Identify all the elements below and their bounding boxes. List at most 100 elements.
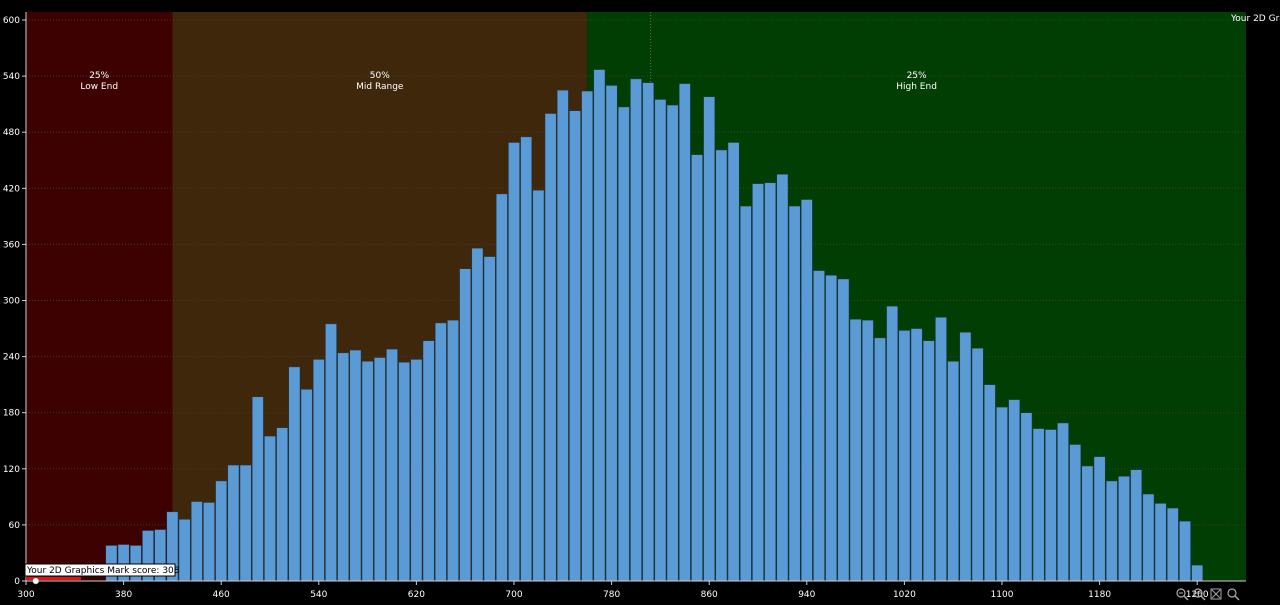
y-tick-label: 120: [3, 465, 20, 475]
histogram-bar: [1081, 465, 1094, 582]
score-label-box: [24, 563, 176, 577]
fit-to-window-icon[interactable]: [1210, 588, 1222, 600]
histogram-bar: [642, 82, 655, 582]
histogram-bar: [1105, 480, 1118, 582]
histogram-bar: [483, 256, 496, 582]
histogram-bar: [678, 83, 691, 582]
histogram-bar: [471, 247, 484, 582]
histogram-bar: [190, 501, 203, 582]
histogram-bar: [434, 322, 447, 582]
histogram-bar: [630, 78, 642, 582]
histogram-bar: [312, 359, 325, 582]
histogram-bar: [1020, 412, 1033, 582]
y-tick-label: 480: [3, 128, 20, 138]
histogram-bar: [300, 389, 313, 582]
histogram-bar: [1118, 476, 1130, 582]
band-percent-label: 50%: [370, 71, 390, 81]
band-name-label: Low End: [80, 82, 118, 92]
histogram-bar: [935, 317, 947, 582]
histogram-bar: [617, 106, 630, 582]
histogram-bar: [447, 319, 459, 582]
y-tick-label: 0: [14, 577, 20, 587]
band-name-label: Mid Range: [356, 82, 404, 92]
histogram-bar: [715, 149, 728, 582]
x-tick-label: 700: [505, 590, 522, 600]
histogram-bar: [1008, 399, 1021, 582]
x-tick-label: 860: [701, 590, 718, 600]
zoom-reset-icon[interactable]: [1227, 588, 1240, 601]
band-low-end: [26, 12, 173, 581]
score-marker-dot: [32, 577, 40, 585]
histogram-bar: [288, 366, 301, 582]
histogram-bar: [178, 519, 191, 582]
histogram-bar: [1093, 456, 1106, 582]
y-tick-label: 540: [3, 72, 20, 82]
histogram-bar: [422, 340, 435, 582]
histogram-bar: [337, 352, 350, 582]
band-percent-label: 25%: [89, 71, 109, 81]
x-tick-label: 940: [798, 590, 815, 600]
histogram-bar: [495, 193, 508, 582]
histogram-bar: [581, 90, 594, 582]
histogram-bar: [251, 396, 264, 582]
histogram-bar: [1032, 428, 1045, 582]
histogram-bar: [910, 328, 923, 582]
x-tick-label: 1180: [1088, 590, 1111, 600]
histogram-bar: [276, 427, 289, 582]
histogram-bar: [605, 85, 618, 582]
score-bar: [26, 577, 81, 580]
histogram-bar: [691, 154, 703, 582]
histogram-bar: [983, 384, 996, 582]
x-tick-label: 460: [213, 590, 230, 600]
histogram-bar: [386, 348, 398, 582]
histogram-bar: [776, 174, 789, 582]
histogram-bar: [520, 136, 533, 582]
zoom-in-icon[interactable]: [1193, 588, 1206, 601]
histogram-bar: [764, 182, 777, 582]
histogram-bar: [1130, 469, 1143, 582]
histogram-bar: [349, 349, 362, 582]
histogram-bar: [752, 183, 764, 582]
y-tick-label: 240: [3, 353, 20, 363]
x-tick-label: 1020: [893, 590, 916, 600]
histogram-bar: [922, 340, 935, 582]
histogram-bar: [239, 464, 252, 582]
histogram-bar: [813, 270, 825, 582]
histogram-bar: [410, 359, 423, 582]
histogram-bar: [398, 361, 411, 582]
histogram-bar: [325, 323, 337, 582]
histogram-bar: [361, 361, 374, 582]
histogram-bar: [593, 69, 606, 582]
histogram-bar: [215, 480, 228, 582]
histogram-bar: [1057, 422, 1069, 582]
y-tick-label: 180: [3, 409, 20, 419]
histogram-bar: [739, 205, 752, 582]
histogram-bar: [1154, 503, 1167, 582]
y-tick-label: 360: [3, 240, 20, 250]
histogram-bar: [1142, 493, 1155, 582]
x-tick-label: 380: [115, 590, 132, 600]
x-tick-label: 300: [17, 590, 34, 600]
histogram-bar: [373, 357, 386, 582]
histogram-bar: [971, 347, 984, 582]
histogram-bar: [861, 319, 874, 582]
histogram-bar: [1044, 429, 1057, 582]
axes: 0 60 120 180 240 300 360 420 480 540 600 300 380 460 5…: [3, 12, 1246, 600]
histogram-bar: [703, 96, 716, 582]
x-tick-label: 620: [408, 590, 425, 600]
histogram-bar: [654, 99, 667, 582]
score-marker: Your 2D Graphics Mark score: 308: [24, 563, 180, 585]
zoom-toolbar[interactable]: [1176, 588, 1240, 601]
x-tick-label: 540: [310, 590, 327, 600]
histogram-bar: [1069, 444, 1082, 582]
histogram-bar: [727, 142, 740, 582]
histogram-bar: [227, 464, 240, 582]
histogram-bar: [556, 89, 569, 582]
zoom-out-icon[interactable]: [1176, 588, 1189, 601]
histogram-bar: [825, 275, 838, 582]
histogram-bar: [459, 268, 472, 582]
y-tick-label: 420: [3, 184, 20, 194]
histogram-bar: [203, 502, 215, 582]
